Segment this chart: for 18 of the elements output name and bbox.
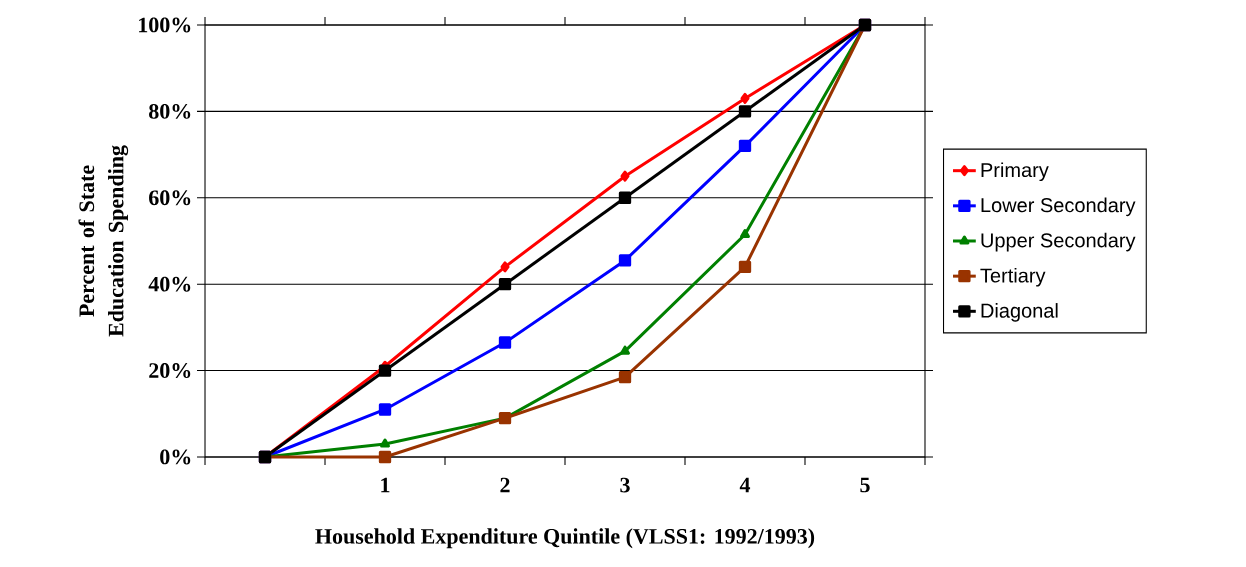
y-axis-title: Percent of State Education Spending — [78, 145, 129, 337]
y-tick-label: 40% — [148, 276, 191, 292]
y-tick-label: 80% — [149, 103, 191, 119]
x-tick-label: 1 — [381, 477, 390, 493]
y-tick-label: 60% — [149, 190, 191, 206]
y-tick-label: 20% — [149, 363, 191, 379]
legend-label: Tertiary — [980, 267, 1046, 287]
x-tick-label: 5 — [860, 477, 870, 493]
legend-label: Upper Secondary — [981, 232, 1136, 252]
x-tick-label: 3 — [620, 477, 630, 493]
x-tick-label: 4 — [739, 477, 751, 493]
x-tick-label: 2 — [500, 477, 510, 493]
y-tick-label: 100% — [139, 17, 191, 33]
legend-label: Diagonal — [981, 303, 1058, 322]
x-axis-title: Household Expenditure Quintile (VLSS1: 1992/1993) — [315, 528, 815, 549]
legend-label: Lower Secondary — [981, 197, 1136, 217]
y-tick-label: 0% — [160, 449, 191, 465]
legend-label: Primary — [981, 162, 1049, 182]
